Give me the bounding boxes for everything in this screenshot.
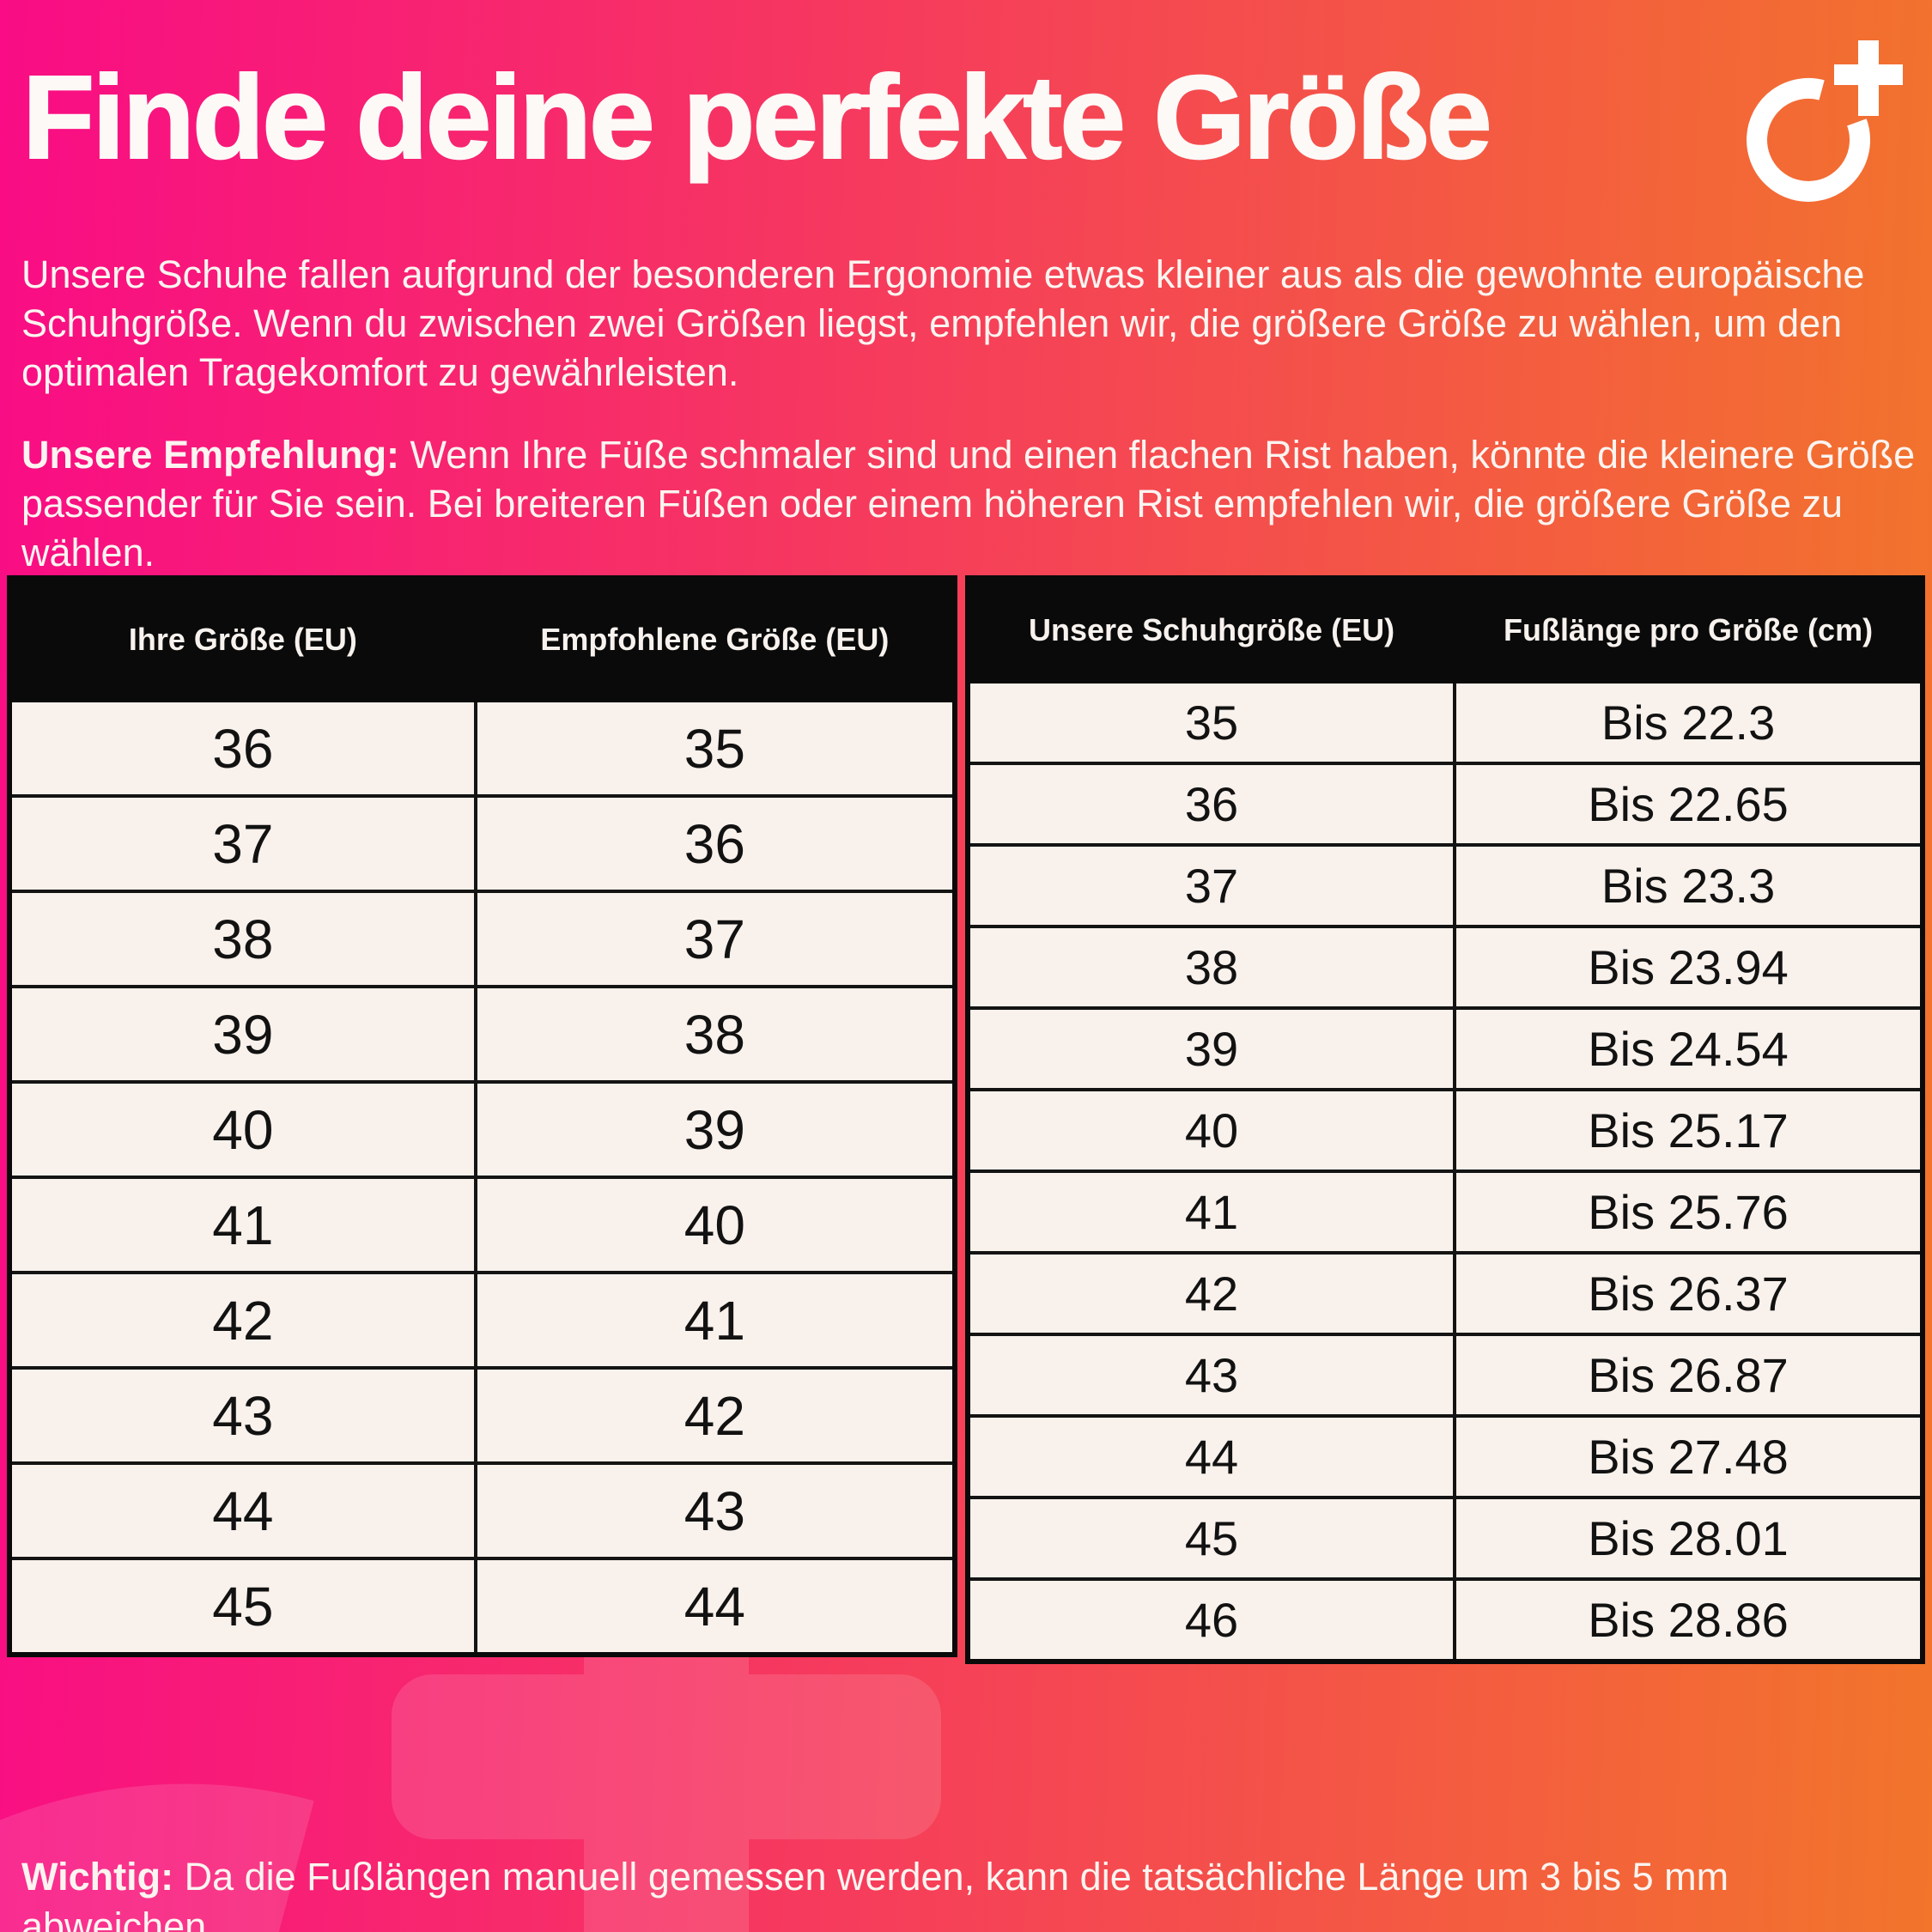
table-cell: Bis 23.3: [1453, 843, 1924, 928]
table-cell: 41: [473, 1271, 957, 1370]
table-row: 42 Bis 26.37: [965, 1251, 1924, 1336]
table-cell: 42: [965, 1251, 1457, 1336]
table-cell: 36: [8, 699, 477, 798]
table-cell: Bis 26.87: [1453, 1333, 1924, 1418]
table-cell: Bis 22.3: [1453, 680, 1924, 765]
table-row: 39 Bis 24.54: [965, 1006, 1924, 1091]
table-cell: 35: [965, 680, 1457, 765]
table-cell: 36: [473, 794, 957, 893]
table-cell: 39: [473, 1080, 957, 1179]
table-header-cell: Empfohlene Größe (EU): [473, 576, 957, 702]
table-cell: 40: [473, 1176, 957, 1274]
table-cell: 42: [8, 1271, 477, 1370]
table-cell: 39: [965, 1006, 1457, 1091]
table-row: 46 Bis 28.86: [965, 1577, 1924, 1663]
table-row: 39 38: [8, 985, 957, 1084]
table-header-cell: Fußlänge pro Größe (cm): [1453, 576, 1924, 683]
recommendation-label: Unsere Empfehlung:: [21, 433, 400, 477]
table-cell: 37: [8, 794, 477, 893]
table-row: 41 40: [8, 1176, 957, 1274]
table-header-row: Ihre Größe (EU) Empfohlene Größe (EU): [8, 576, 957, 702]
table-cell: 42: [473, 1366, 957, 1465]
page-title: Finde deine perfekte Größe: [21, 51, 1493, 185]
table-cell: 45: [8, 1557, 477, 1656]
note-text: Da die Fußlängen manuell gemessen werden…: [21, 1855, 1729, 1932]
table-row: 44 43: [8, 1461, 957, 1560]
table-cell: 39: [8, 985, 477, 1084]
table-cell: 46: [965, 1577, 1457, 1663]
table-cell: Bis 23.94: [1453, 925, 1924, 1010]
table-header-cell: Unsere Schuhgröße (EU): [965, 576, 1457, 683]
intro-paragraph: Unsere Schuhe fallen aufgrund der besond…: [21, 252, 1865, 394]
table-cell: Bis 28.86: [1453, 1577, 1924, 1663]
size-table-body: 36 35 37 36 38 37 39 38 40 39 41 40 42 41 43 42 44 43 45 44: [8, 699, 957, 1656]
table-cell: 37: [965, 843, 1457, 928]
table-cell: Bis 24.54: [1453, 1006, 1924, 1091]
table-row: 37 36: [8, 794, 957, 893]
table-cell: 43: [473, 1461, 957, 1560]
table-cell: 37: [473, 890, 957, 988]
table-cell: Bis 28.01: [1453, 1496, 1924, 1581]
circle-plus-logo-icon: [1747, 40, 1903, 202]
table-row: 45 Bis 28.01: [965, 1496, 1924, 1581]
table-cell: 40: [8, 1080, 477, 1179]
table-row: 36 35: [8, 699, 957, 798]
table-cell: 40: [965, 1088, 1457, 1173]
table-row: 40 39: [8, 1080, 957, 1179]
foot-length-table: Unsere Schuhgröße (EU) Fußlänge pro Größ…: [965, 575, 1925, 1664]
size-conversion-table: Ihre Größe (EU) Empfohlene Größe (EU) 36…: [7, 575, 957, 1657]
table-cell: 44: [8, 1461, 477, 1560]
table-row: 41 Bis 25.76: [965, 1170, 1924, 1255]
note-paragraph: Wichtig: Da die Fußlängen manuell gemess…: [21, 1852, 1928, 1932]
table-cell: 38: [473, 985, 957, 1084]
table-cell: 41: [8, 1176, 477, 1274]
table-row: 38 37: [8, 890, 957, 988]
table-cell: 41: [965, 1170, 1457, 1255]
table-cell: Bis 22.65: [1453, 762, 1924, 847]
table-cell: 44: [965, 1414, 1457, 1499]
table-header-cell: Ihre Größe (EU): [8, 576, 477, 702]
table-row: 38 Bis 23.94: [965, 925, 1924, 1010]
table-cell: 38: [965, 925, 1457, 1010]
table-cell: 44: [473, 1557, 957, 1656]
table-row: 43 42: [8, 1366, 957, 1465]
table-cell: 43: [965, 1333, 1457, 1418]
recommendation-paragraph: Unsere Empfehlung: Wenn Ihre Füße schmal…: [21, 430, 1921, 577]
table-cell: 43: [8, 1366, 477, 1465]
table-header-row: Unsere Schuhgröße (EU) Fußlänge pro Größ…: [965, 576, 1924, 683]
note-label: Wichtig:: [21, 1855, 174, 1899]
table-cell: 36: [965, 762, 1457, 847]
table-row: 44 Bis 27.48: [965, 1414, 1924, 1499]
table-cell: 45: [965, 1496, 1457, 1581]
table-row: 36 Bis 22.65: [965, 762, 1924, 847]
table-row: 45 44: [8, 1557, 957, 1656]
table-cell: 35: [473, 699, 957, 798]
table-cell: 38: [8, 890, 477, 988]
recommendation-text: Wenn Ihre Füße schmaler sind und einen f…: [21, 433, 1916, 574]
table-cell: Bis 25.17: [1453, 1088, 1924, 1173]
table-cell: Bis 27.48: [1453, 1414, 1924, 1499]
table-row: 43 Bis 26.87: [965, 1333, 1924, 1418]
table-row: 35 Bis 22.3: [965, 680, 1924, 765]
table-row: 42 41: [8, 1271, 957, 1370]
length-table-body: 35 Bis 22.3 36 Bis 22.65 37 Bis 23.3 38 Bis 23.…: [965, 680, 1924, 1663]
table-cell: Bis 26.37: [1453, 1251, 1924, 1336]
table-row: 40 Bis 25.17: [965, 1088, 1924, 1173]
table-cell: Bis 25.76: [1453, 1170, 1924, 1255]
table-row: 37 Bis 23.3: [965, 843, 1924, 928]
